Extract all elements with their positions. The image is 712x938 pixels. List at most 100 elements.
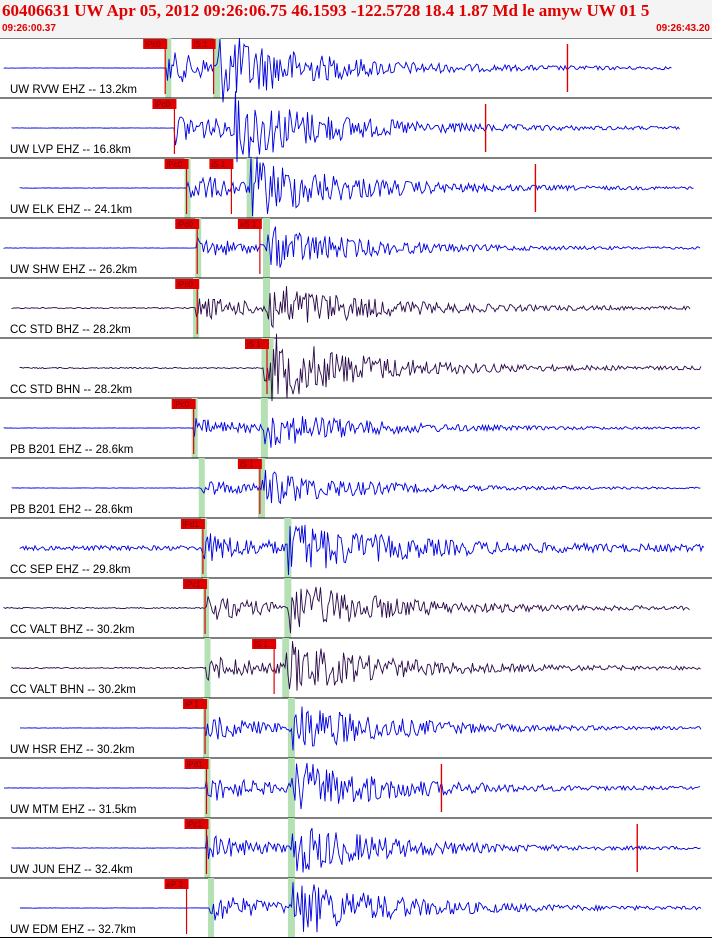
station-label: UW MTM EHZ -- 31.5km xyxy=(10,804,137,816)
pick-flag xyxy=(237,219,262,229)
pick-label: eP 2 xyxy=(167,880,184,889)
end-time: 09:26:43.20 xyxy=(656,23,710,34)
header: 60406631 UW Apr 05, 2012 09:26:06.75 46.… xyxy=(0,0,712,38)
p-band xyxy=(193,278,200,338)
p-band xyxy=(203,578,210,638)
waveform xyxy=(19,156,694,217)
trace-10: iS 1 CC VALT BHN -- 30.2km xyxy=(0,637,712,698)
station-label: CC VALT BHN -- 30.2km xyxy=(10,684,136,696)
pick-flag xyxy=(164,159,189,169)
pick-flag xyxy=(152,99,177,109)
pick-label: iPc1 xyxy=(185,580,201,589)
pick-flag xyxy=(245,339,269,349)
waveform xyxy=(3,416,701,448)
pick-flag xyxy=(143,39,168,49)
trace-11: iP 1 UW HSR EHZ -- 30.2km xyxy=(0,697,712,758)
s-band xyxy=(287,758,295,818)
waveform xyxy=(3,38,672,103)
station-label: UW LVP EHZ -- 16.8km xyxy=(10,144,131,156)
station-label: CC STD BHZ -- 28.2km xyxy=(10,324,131,336)
s-band xyxy=(287,878,295,938)
event-title: 60406631 UW Apr 05, 2012 09:26:06.75 46.… xyxy=(2,1,650,20)
pick-flag xyxy=(183,579,208,589)
trace-6: iPc0 PB B201 EHZ -- 28.6km xyxy=(0,397,712,458)
trace-12: iPd1 UW MTM EHZ -- 31.5km xyxy=(0,757,712,818)
trace-3: iPc0 eS 1 UW SHW EHZ -- 26.2km xyxy=(0,217,712,278)
pick-label: iPc0 xyxy=(154,100,170,109)
pick-flag xyxy=(209,159,234,169)
pick-label: iPc0 xyxy=(177,280,193,289)
pick-flag xyxy=(237,459,262,469)
pick-flag xyxy=(252,639,277,649)
pick-flag xyxy=(184,759,209,769)
pick-label: iP 1 xyxy=(185,700,199,709)
p-band xyxy=(191,398,198,458)
pick-flag xyxy=(164,879,189,889)
p-band xyxy=(200,518,207,578)
station-label: PB B201 EHZ -- 28.6km xyxy=(10,444,133,456)
trace-1: iPc0 UW LVP EHZ -- 16.8km xyxy=(0,91,712,163)
seismogram-plot: iPc0 iS 1 UW RVW EHZ -- 13.2km iPc0 UW LVP E… xyxy=(0,38,712,938)
s-band xyxy=(213,38,221,98)
s-band xyxy=(287,698,295,758)
trace-5: iS 1 CC STD BHN -- 28.2km xyxy=(0,333,712,402)
trace-2: iPc0 iS 1 UW ELK EHZ -- 24.1km xyxy=(0,156,712,218)
station-label: UW JUN EHZ -- 32.4km xyxy=(10,864,133,876)
pick-flag xyxy=(171,399,196,409)
pick-label: iPd1 xyxy=(186,760,203,769)
pick-label: iS 1 xyxy=(194,40,208,49)
waveform xyxy=(11,286,691,329)
p-band xyxy=(261,338,268,398)
station-label: CC STD BHN -- 28.2km xyxy=(10,384,132,396)
pick-label: iPc0 xyxy=(145,40,161,49)
waveform xyxy=(19,882,702,933)
pick-flag xyxy=(191,39,216,49)
s-band xyxy=(260,398,268,458)
trace-14: eP 2 UW EDM EHZ -- 32.7km xyxy=(0,877,712,938)
p-band xyxy=(195,218,202,278)
pick-label: iPc1 xyxy=(186,820,202,829)
trace-13: iPc1 UW JUN EHZ -- 32.4km xyxy=(0,817,712,878)
waveform xyxy=(19,524,705,576)
waveform xyxy=(11,91,680,163)
waveform xyxy=(11,828,701,873)
waveform xyxy=(19,333,702,402)
station-label: CC SEP EHZ -- 29.8km xyxy=(10,564,131,576)
waveform xyxy=(11,641,701,691)
pick-label: iPd1 xyxy=(183,520,200,529)
pick-flag xyxy=(183,699,208,709)
pick-label: iS 1 xyxy=(240,460,254,469)
p-band xyxy=(208,878,215,938)
station-label: UW RVW EHZ -- 13.2km xyxy=(10,84,137,96)
waveform xyxy=(3,762,701,810)
s-band xyxy=(282,638,290,698)
s-band xyxy=(284,518,292,578)
start-time: 09:26:00.37 xyxy=(2,23,56,34)
pick-label: iPc0 xyxy=(174,400,190,409)
pick-flag xyxy=(184,819,209,829)
trace-9: iPc1 CC VALT BHZ -- 30.2km xyxy=(0,577,712,638)
waveform xyxy=(3,226,701,268)
waveform xyxy=(19,706,702,751)
trace-0: iPc0 iS 1 UW RVW EHZ -- 13.2km xyxy=(0,38,712,103)
station-label: CC VALT BHZ -- 30.2km xyxy=(10,624,135,636)
station-label: UW SHW EHZ -- 26.2km xyxy=(10,264,137,276)
p-band xyxy=(184,158,191,218)
pick-flag xyxy=(175,279,200,289)
pick-flag xyxy=(175,219,200,229)
pick-label: eS 1 xyxy=(240,220,257,229)
station-label: PB B201 EH2 -- 28.6km xyxy=(10,504,133,516)
station-label: UW HSR EHZ -- 30.2km xyxy=(10,744,135,756)
pick-flag xyxy=(180,519,205,529)
p-band xyxy=(204,638,211,698)
trace-8: iPd1 CC SEP EHZ -- 29.8km xyxy=(0,517,712,578)
waveform xyxy=(3,586,690,634)
trace-7: iS 1 PB B201 EH2 -- 28.6km xyxy=(0,457,712,518)
station-label: UW EDM EHZ -- 32.7km xyxy=(10,924,136,936)
waveform xyxy=(11,469,701,505)
station-label: UW ELK EHZ -- 24.1km xyxy=(10,204,132,216)
trace-4: iPc0 CC STD BHZ -- 28.2km xyxy=(0,277,712,338)
s-band xyxy=(263,278,270,338)
pick-label: iS 1 xyxy=(254,640,268,649)
pick-label: iPc0 xyxy=(177,220,193,229)
